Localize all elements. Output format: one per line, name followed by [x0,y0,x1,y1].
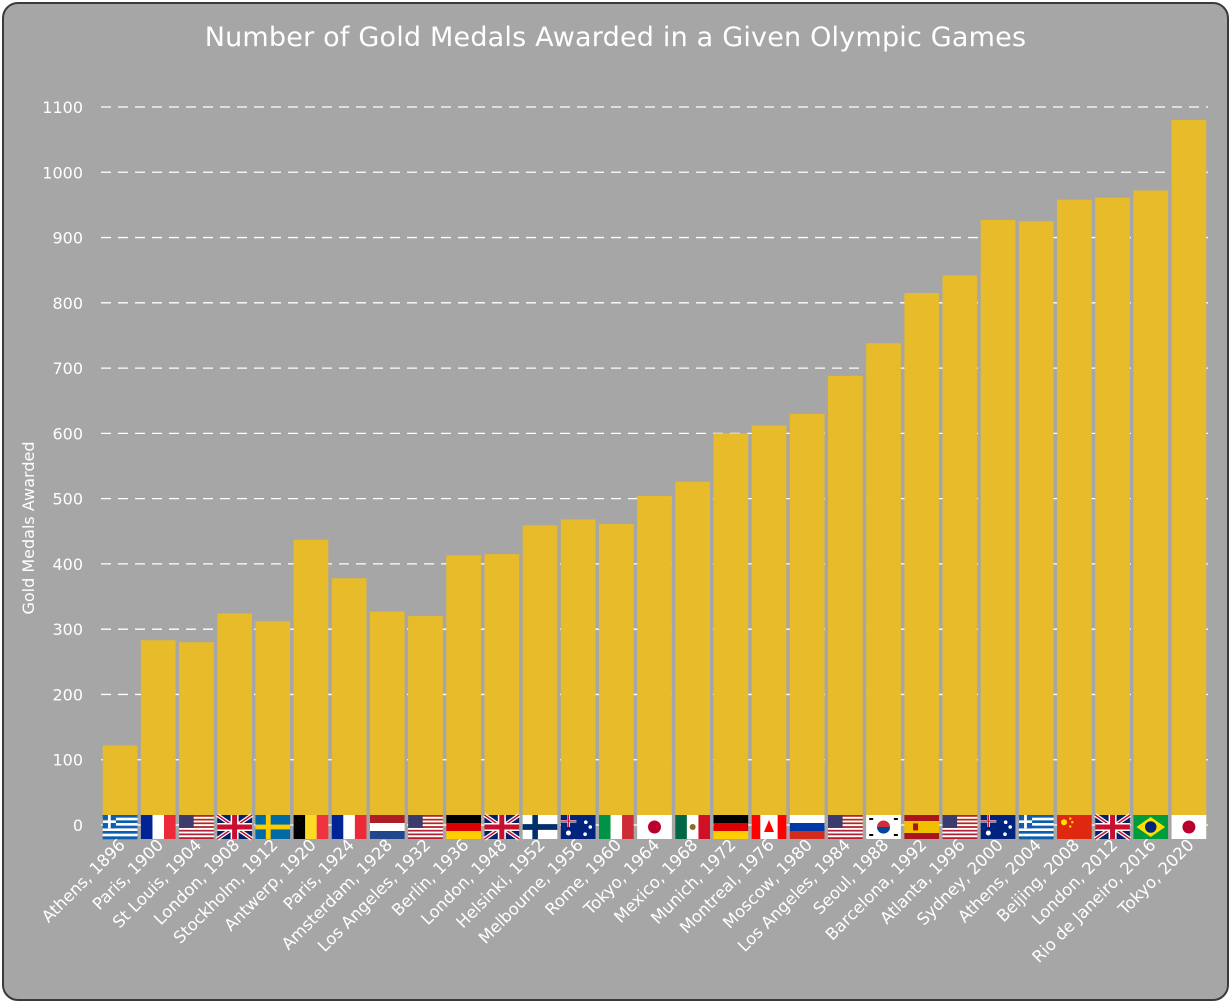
canada-flag-icon [751,815,787,839]
flag-icons [102,813,1207,841]
y-tick-label: 1100 [42,98,83,117]
bar [866,343,901,825]
germany-flag-icon [713,815,749,839]
y-tick-label: 300 [52,620,83,639]
mexico-flag-icon [675,815,711,839]
bar [369,611,405,825]
finland-flag-icon [522,815,558,839]
bar [980,219,1016,825]
bar [179,642,214,825]
china-flag-icon [1057,815,1092,839]
bar [942,275,978,825]
chart-title: Number of Gold Medals Awarded in a Given… [204,22,1027,53]
bar [751,425,787,825]
usa-flag-icon [942,815,978,839]
greece-flag-icon [1018,815,1054,840]
bar [675,481,711,825]
bar [102,745,138,825]
japan-flag-icon [637,815,672,839]
south-korea-flag-icon [866,815,901,839]
bar [598,524,634,825]
australia-flag-icon [560,815,596,839]
belgium-flag-icon [293,815,329,839]
bar [1018,221,1054,825]
japan-flag-icon [1171,815,1207,839]
y-tick-label: 200 [52,685,83,704]
bar [217,613,252,825]
sweden-flag-icon [255,815,291,839]
bar [446,555,481,825]
france-flag-icon [140,815,176,839]
italy-flag-icon [598,815,634,839]
russia-flag-icon [789,815,825,839]
y-tick-label: 500 [52,490,83,509]
bar [1171,120,1207,825]
spain-flag-icon [904,815,940,839]
bars [102,120,1207,826]
bar [828,375,863,825]
y-tick-label: 600 [52,424,83,443]
bar [331,578,367,825]
bar [1133,190,1169,826]
uk-flag-icon [483,813,521,841]
bar [140,640,176,825]
y-axis-tick-labels: 0 100 200 300 400 500 600 700 800 900 1000 1100 [42,98,83,835]
netherlands-flag-icon [369,815,405,839]
france-flag-icon [331,815,367,839]
uk-flag-icon [216,813,254,841]
australia-flag-icon [980,815,1016,839]
bar [293,539,329,825]
bar [255,621,291,825]
usa-flag-icon [408,815,443,839]
y-tick-label: 100 [52,751,83,770]
bar [904,293,940,825]
bar [637,496,672,825]
brazil-flag-icon [1133,815,1169,839]
bar [522,525,558,825]
germany-flag-icon [446,815,481,839]
y-tick-label: 700 [52,359,83,378]
y-tick-label: 900 [52,229,83,248]
bar [1057,199,1092,826]
y-tick-label: 0 [73,816,83,835]
greece-flag-icon [102,815,138,840]
y-tick-label: 1000 [42,163,83,182]
bar [789,413,825,825]
bar [560,519,596,825]
bar [1095,197,1130,825]
bar [408,616,443,825]
y-tick-label: 400 [52,555,83,574]
bar [713,433,749,825]
y-axis-label: Gold Medals Awarded [19,442,38,615]
usa-flag-icon [179,815,214,839]
bar [484,554,520,825]
y-tick-label: 800 [52,294,83,313]
uk-flag-icon [1094,813,1132,841]
usa-flag-icon [828,815,863,839]
